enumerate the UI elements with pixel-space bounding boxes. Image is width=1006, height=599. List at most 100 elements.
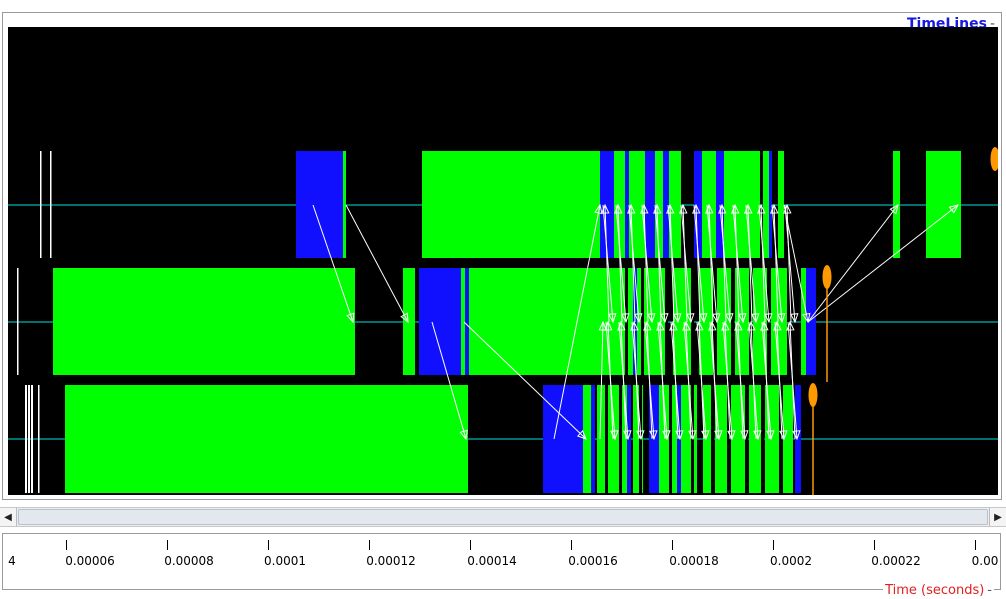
state-segment [627,385,631,493]
message-arrow [628,204,640,323]
message-arrow [431,321,467,440]
message-arrow [737,321,744,440]
state-segment [649,385,653,493]
message-arrow [682,204,688,323]
ruler-tick [369,540,370,550]
state-segment [65,385,468,493]
message-arrow [807,204,899,323]
state-segment [343,151,346,258]
message-arrowhead [725,313,734,324]
state-segment [653,268,665,375]
end-marker [990,147,998,171]
timeline-svg[interactable] [8,27,998,495]
message-arrow [693,204,705,323]
state-segment [403,268,415,375]
end-marker [808,383,818,407]
state-segment [653,385,659,493]
state-segment [579,385,583,493]
message-arrow [706,204,718,323]
state-segment [633,385,643,493]
message-arrow [758,204,770,323]
time-axis-collapse-toggle[interactable]: - [987,583,992,598]
state-segment [795,385,801,493]
message-arrowhead [459,429,468,441]
message-arrowhead [802,312,811,324]
end-marker [822,265,832,289]
message-arrow [789,321,796,440]
event-marker [38,385,40,493]
timeline-canvas[interactable] [8,27,998,495]
message-arrowhead [731,203,740,214]
state-segment [677,385,681,493]
state-gap [669,385,672,493]
panel-collapse-toggle[interactable]: - [989,16,995,32]
message-arrow [553,204,601,440]
message-arrowhead [770,203,779,214]
state-segment [629,151,645,258]
horizontal-scrollbar[interactable]: ◀ ▶ [0,507,1006,527]
state-segment [53,268,355,375]
message-arrowhead [660,313,669,324]
state-segment [724,151,737,258]
scrollbar-thumb[interactable] [18,509,988,525]
state-segment [801,268,806,375]
message-arrow [698,321,705,440]
message-arrowhead [695,320,704,331]
state-segment [893,151,900,258]
ruler-tick [167,540,168,550]
message-arrowhead [747,320,756,331]
message-arrowhead [647,313,656,324]
message-arrow [784,204,796,323]
ruler-tick-label: 0.00 [971,554,999,568]
arrow-right-icon: ▶ [994,511,1002,523]
state-segment [716,151,724,258]
scroll-left-button[interactable]: ◀ [0,508,17,526]
ruler-tick-label: 0.00016 [568,554,618,568]
message-arrowhead [721,320,730,331]
state-gap [749,268,752,375]
message-arrowhead [608,313,617,324]
message-arrow [615,204,627,323]
message-arrowhead [686,313,695,324]
state-gap [761,385,764,493]
message-arrowhead [346,312,355,324]
state-segment [694,151,702,258]
message-arrow [641,204,653,323]
state-gap [641,268,644,375]
message-arrowhead [790,313,799,324]
message-arrowhead [621,313,630,324]
message-arrowhead [699,313,708,324]
ruler-tick-label: 0.00018 [669,554,719,568]
message-arrowhead [692,203,701,214]
state-segment [296,151,343,258]
event-marker [40,151,42,258]
message-arrow [734,204,740,323]
message-arrow [617,204,623,323]
state-segment [583,385,591,493]
state-segment [461,268,465,375]
ruler-tick [470,540,471,550]
event-marker [17,268,19,375]
message-arrowhead [712,313,721,324]
message-arrow [599,321,604,440]
message-arrowhead [738,313,747,324]
message-arrow [630,204,636,323]
message-arrowhead [777,313,786,324]
state-gap [745,385,748,493]
scroll-right-button[interactable]: ▶ [989,508,1006,526]
state-segment [735,268,749,375]
message-arrowhead [656,320,665,331]
message-arrow [685,321,692,440]
message-arrowhead [614,203,623,214]
message-arrowhead [679,203,688,214]
ruler-tick-label: 0.00008 [164,554,214,568]
ruler-tick [773,540,774,550]
state-segment [659,385,677,493]
state-gap [605,385,608,493]
ruler-tick-label: 0.0002 [770,554,812,568]
arrow-left-icon: ◀ [4,511,12,523]
ruler-tick [268,540,269,550]
ruler-tick-label: 0.00012 [366,554,416,568]
message-arrowhead [598,320,608,331]
message-arrow [312,204,354,323]
